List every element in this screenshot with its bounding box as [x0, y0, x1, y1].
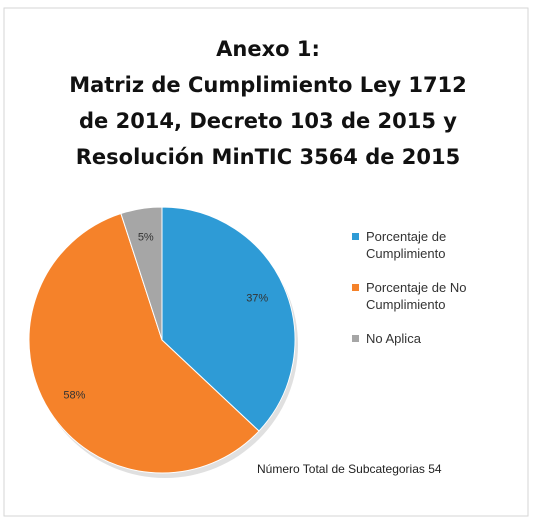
value-label: 37%	[246, 293, 268, 305]
legend-swatch	[352, 233, 359, 240]
chart-title: Matriz de Cumplimiento Ley 1712	[69, 73, 467, 97]
legend-item: Porcentaje de Cumplimiento	[352, 228, 512, 262]
value-label: 58%	[63, 389, 85, 401]
value-label: 5%	[138, 231, 154, 243]
legend-label: No Aplica	[366, 331, 421, 346]
pie: 37% 58% 5%	[28, 206, 296, 474]
pie-slice	[161, 206, 296, 432]
annotation: Número Total de Subcategorias 54	[257, 462, 442, 476]
frame	[3, 7, 529, 517]
chart-title: de 2014, Decreto 103 de 2015 y	[79, 109, 457, 133]
chart-title: Resolución MinTIC 3564 de 2015	[76, 145, 461, 169]
legend-item: No Aplica	[352, 330, 512, 347]
legend-label: Porcentaje de No Cumplimiento	[366, 280, 467, 312]
pie-slice	[28, 212, 260, 474]
legend-item: Porcentaje de No Cumplimiento	[352, 279, 512, 313]
pie-slice	[120, 206, 163, 341]
legend-swatch	[352, 335, 359, 342]
legend-swatch	[352, 284, 359, 291]
legend-label: Porcentaje de Cumplimiento	[366, 229, 447, 261]
chart-title: Anexo 1:	[216, 37, 320, 61]
legend: Porcentaje de Cumplimiento Porcentaje de …	[352, 228, 512, 364]
